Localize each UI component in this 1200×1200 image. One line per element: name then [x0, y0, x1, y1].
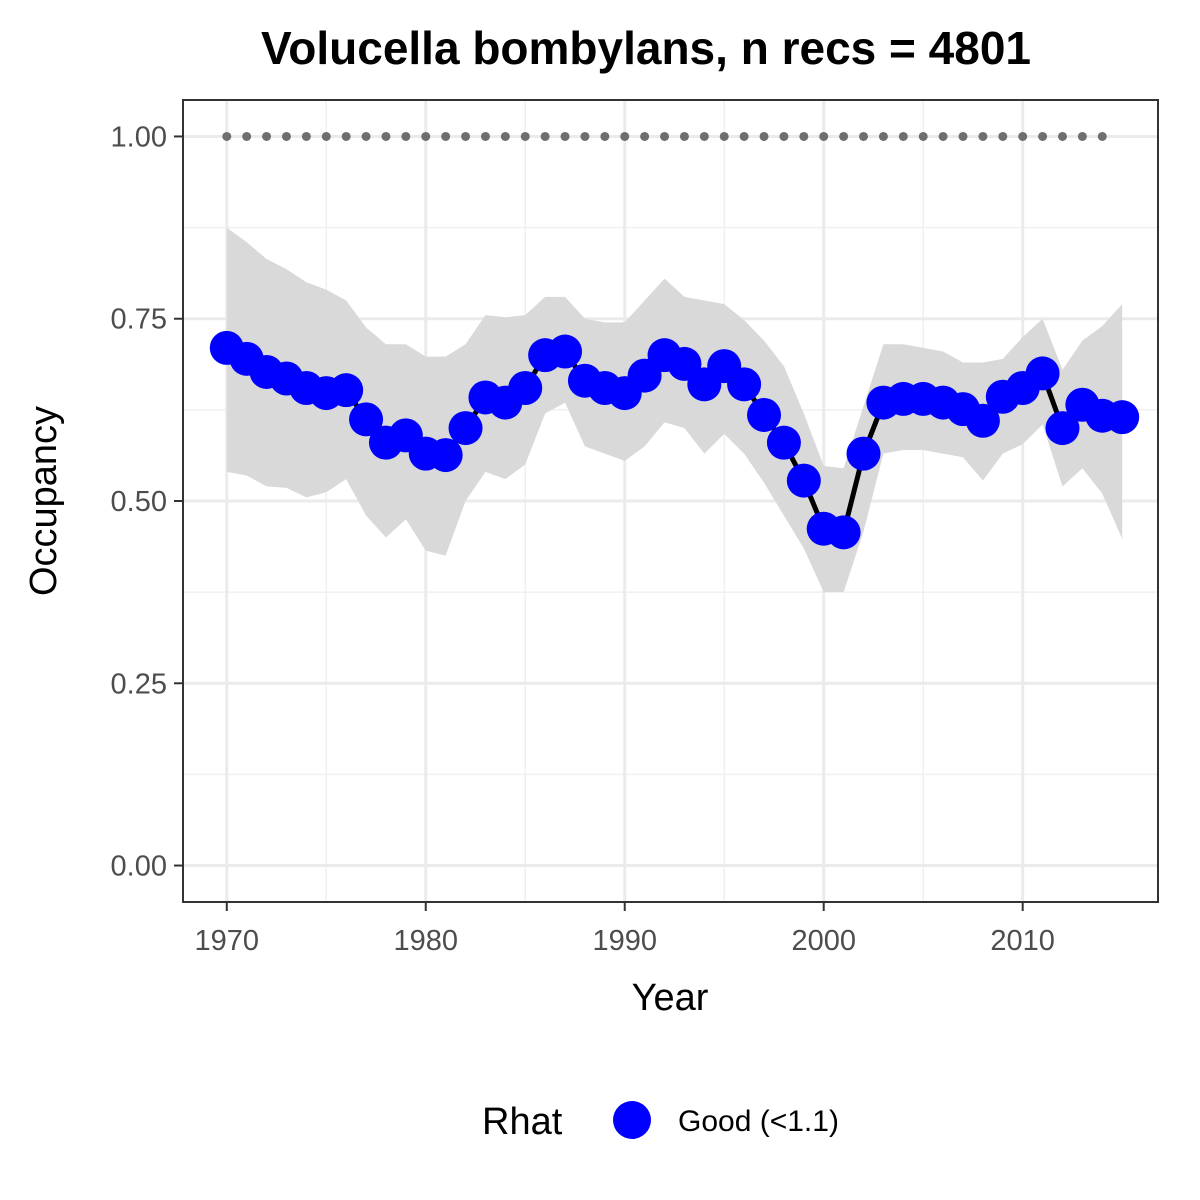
reference-dot: [262, 131, 272, 141]
reference-dot: [1077, 131, 1087, 141]
reference-dot: [958, 131, 968, 141]
reference-dot: [540, 131, 550, 141]
reference-dot: [1038, 131, 1048, 141]
reference-dot: [500, 131, 510, 141]
x-tick-label: 1980: [393, 925, 458, 957]
reference-dot: [918, 131, 928, 141]
reference-dot: [301, 131, 311, 141]
reference-dot: [401, 131, 411, 141]
data-point: [1045, 411, 1080, 446]
reference-dot: [839, 131, 849, 141]
occupancy-points: [209, 330, 1140, 550]
y-tick-label: 0.75: [111, 304, 167, 336]
reference-dot: [699, 131, 709, 141]
reference-dot: [620, 131, 630, 141]
x-axis: 1970 1980 1990 2000 2010: [195, 902, 1055, 957]
data-point: [965, 403, 1000, 438]
reference-dot: [759, 131, 769, 141]
reference-dot: [560, 131, 570, 141]
legend-key-good: [613, 1101, 651, 1139]
y-tick-label: 0.00: [111, 851, 167, 883]
data-point: [846, 436, 881, 471]
reference-dot: [998, 131, 1008, 141]
chart-title: Volucella bombylans, n recs = 4801: [261, 22, 1031, 74]
reference-dot: [381, 131, 391, 141]
data-point: [448, 411, 483, 446]
data-point: [727, 367, 762, 402]
legend-title: Rhat: [482, 1101, 563, 1143]
reference-dot: [878, 131, 888, 141]
y-axis-title: Occupancy: [23, 406, 65, 596]
data-point: [548, 334, 583, 369]
reference-dot: [341, 131, 351, 141]
y-tick-label: 0.25: [111, 668, 167, 700]
reference-dot: [441, 131, 451, 141]
y-tick-label: 1.00: [111, 121, 167, 153]
x-tick-label: 2010: [990, 925, 1055, 957]
data-point: [786, 463, 821, 498]
reference-dot: [1018, 131, 1028, 141]
reference-dot: [819, 131, 829, 141]
reference-dot: [361, 131, 371, 141]
reference-dot: [859, 131, 869, 141]
reference-dot: [679, 131, 689, 141]
reference-dot: [222, 131, 232, 141]
y-tick-label: 0.50: [111, 486, 167, 518]
legend-label-good: Good (<1.1): [678, 1105, 839, 1138]
reference-dot: [281, 131, 291, 141]
reference-line: [222, 131, 1107, 141]
reference-dot: [321, 131, 331, 141]
reference-dot: [779, 131, 789, 141]
reference-dot: [978, 131, 988, 141]
reference-dot: [660, 131, 670, 141]
x-tick-label: 1970: [195, 925, 260, 957]
reference-dot: [739, 131, 749, 141]
reference-dot: [580, 131, 590, 141]
reference-dot: [421, 131, 431, 141]
data-point: [826, 515, 861, 550]
data-point: [329, 373, 364, 408]
data-point: [349, 402, 384, 437]
data-point: [1025, 356, 1060, 391]
data-point: [508, 370, 543, 405]
data-point: [747, 397, 782, 432]
reference-dot: [640, 131, 650, 141]
reference-dot: [242, 131, 252, 141]
reference-dot: [600, 131, 610, 141]
data-point: [1105, 400, 1140, 435]
reference-dot: [520, 131, 530, 141]
reference-dot: [898, 131, 908, 141]
x-axis-title: Year: [632, 977, 709, 1019]
x-tick-label: 2000: [791, 925, 856, 957]
y-axis: 0.00 0.25 0.50 0.75 1.00: [111, 121, 183, 883]
legend: Rhat Good (<1.1): [482, 1101, 839, 1143]
reference-dot: [938, 131, 948, 141]
reference-dot: [461, 131, 471, 141]
reference-dot: [480, 131, 490, 141]
data-point: [428, 438, 463, 473]
x-tick-label: 1990: [592, 925, 657, 957]
data-point: [766, 425, 801, 460]
reference-dot: [1097, 131, 1107, 141]
confidence-ribbon: [226, 227, 1123, 593]
reference-dot: [799, 131, 809, 141]
reference-dot: [1057, 131, 1067, 141]
reference-dot: [719, 131, 729, 141]
